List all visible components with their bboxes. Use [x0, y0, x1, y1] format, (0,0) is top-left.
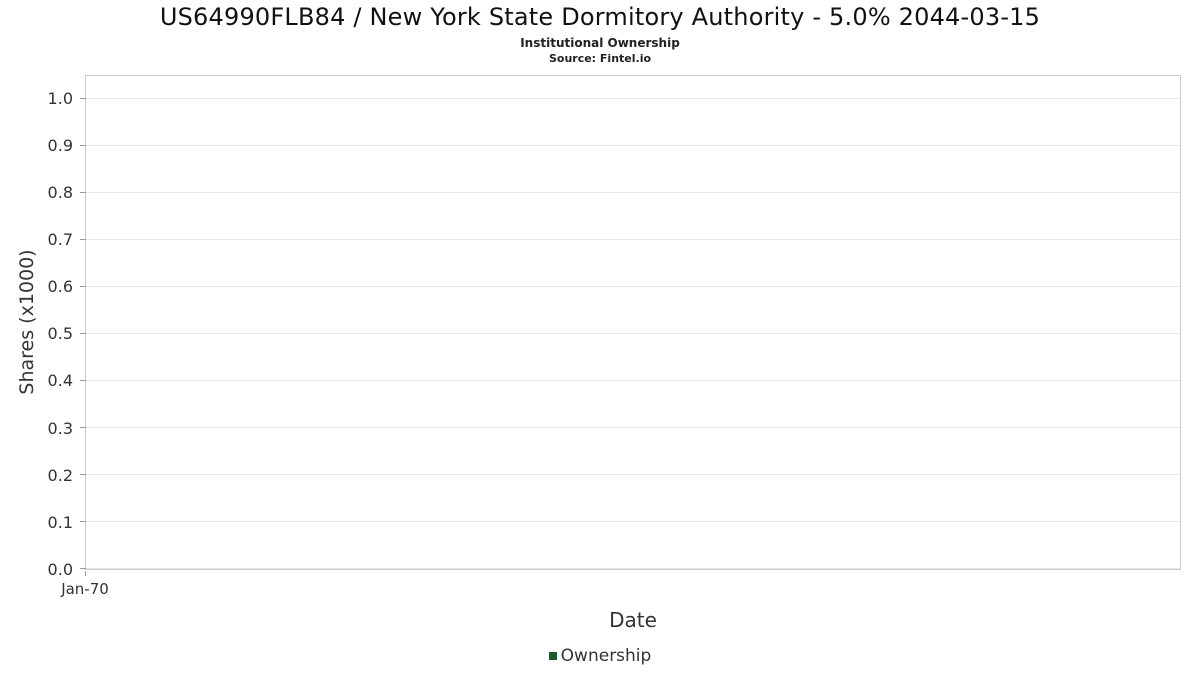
gridline — [86, 521, 1180, 523]
y-tick-label: 0.9 — [47, 135, 73, 155]
gridline — [86, 286, 1180, 288]
y-tick-label: 0.3 — [47, 418, 73, 438]
y-tick-mark — [80, 521, 86, 523]
chart-source: Source: Fintel.io — [548, 52, 652, 65]
y-tick-mark — [80, 568, 86, 569]
legend-label: Ownership — [560, 646, 652, 666]
gridline — [86, 98, 1180, 100]
y-tick-label: 0.7 — [47, 230, 73, 249]
gridline — [86, 145, 1180, 147]
y-tick-label: 1.0 — [47, 88, 73, 108]
gridline — [86, 568, 1180, 569]
y-tick-mark — [80, 427, 86, 429]
y-tick-label: 0.1 — [47, 512, 73, 532]
y-tick-mark — [80, 333, 86, 335]
x-tick-label: Jan-70 — [61, 580, 109, 598]
y-axis-ticks: 0.0 0.1 0.2 0.3 0.4 0.5 0.6 0.7 0.8 0.9 1.0 — [0, 75, 85, 577]
y-tick-mark — [80, 98, 86, 100]
gridline — [86, 380, 1180, 382]
x-axis-label: Date — [609, 608, 657, 632]
y-tick-label: 0.2 — [47, 465, 73, 485]
y-tick-mark — [80, 286, 86, 288]
y-tick-label: 0.6 — [47, 277, 73, 297]
gridline — [86, 333, 1180, 335]
legend-marker-icon — [548, 652, 557, 661]
chart-subtitle: Institutional Ownership — [520, 36, 680, 50]
y-tick-label: 0.0 — [47, 560, 73, 579]
chart-legend: Ownership — [0, 646, 1200, 666]
y-tick-label: 0.5 — [47, 324, 73, 344]
x-tick-mark — [85, 571, 86, 576]
y-tick-label: 0.8 — [47, 182, 73, 202]
y-tick-mark — [80, 380, 86, 382]
y-tick-mark — [80, 474, 86, 476]
plot-area — [80, 75, 1181, 570]
y-tick-mark — [80, 192, 86, 194]
gridline — [86, 474, 1180, 476]
legend-item[interactable]: Ownership — [548, 646, 652, 666]
y-tick-label: 0.4 — [47, 371, 73, 391]
y-tick-mark — [80, 239, 86, 241]
gridline — [86, 192, 1180, 194]
chart-title: US64990FLB84 / New York State Dormitory … — [159, 3, 1041, 31]
gridline — [86, 239, 1180, 241]
gridline — [86, 427, 1180, 429]
y-tick-mark — [80, 145, 86, 147]
